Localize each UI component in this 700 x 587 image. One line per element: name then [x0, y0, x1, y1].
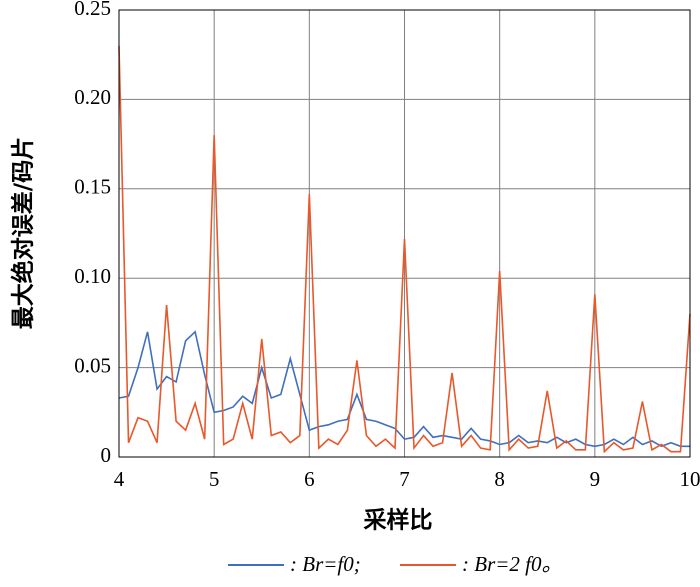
- x-tick-label: 7: [399, 467, 410, 491]
- data-line: [118, 330, 690, 448]
- x-tick-label: 5: [209, 467, 220, 491]
- y-tick-label: 0.25: [74, 0, 111, 20]
- y-tick-label: 0.15: [74, 175, 111, 199]
- x-tick-label: 9: [590, 467, 601, 491]
- x-tick-label: 4: [114, 467, 125, 491]
- data-line: [118, 45, 691, 454]
- x-tick-label: 10: [680, 467, 700, 491]
- y-tick-label: 0.10: [74, 264, 111, 288]
- plot-frame: [118, 9, 691, 458]
- legend-label: : Br=2 f0。: [462, 552, 563, 576]
- x-axis-label: 采样比: [364, 507, 433, 534]
- legend-label: : Br=f0;: [290, 552, 361, 576]
- x-tick-label: 8: [494, 467, 505, 491]
- y-tick-label: 0: [101, 443, 112, 467]
- y-axis-label: 最大绝对误差/码片: [10, 137, 37, 329]
- y-tick-label: 0.05: [74, 353, 111, 377]
- x-tick-label: 6: [304, 467, 315, 491]
- y-tick-label: 0.20: [74, 85, 111, 109]
